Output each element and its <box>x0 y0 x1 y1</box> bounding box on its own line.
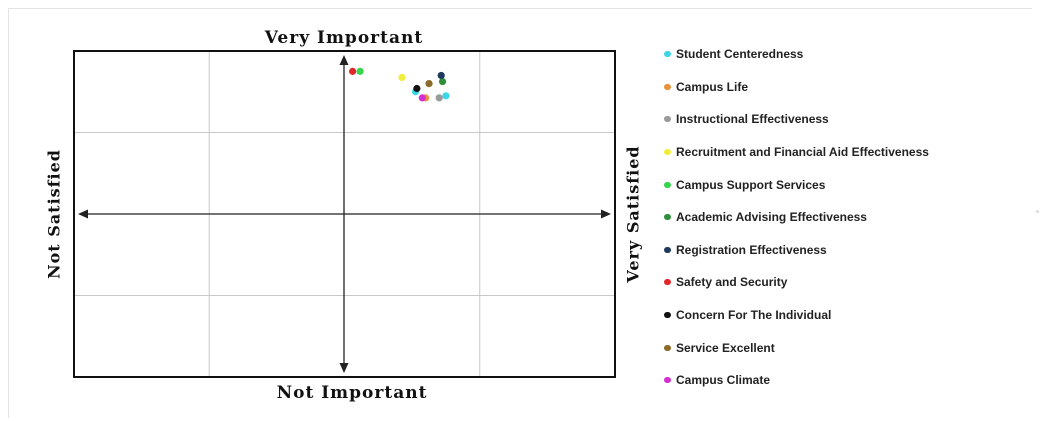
right-arrowhead <box>601 209 611 219</box>
legend-item: Instructional Effectiveness <box>664 103 929 136</box>
legend-item: Registration Effectiveness <box>664 234 929 267</box>
data-point <box>418 94 426 102</box>
legend-swatch <box>664 279 671 286</box>
edge-artifact <box>1036 210 1039 213</box>
frame-top-line <box>8 8 1032 9</box>
data-point <box>442 92 450 100</box>
legend-swatch <box>664 344 671 351</box>
legend-label: Concern For The Individual <box>676 308 832 323</box>
legend-label: Safety and Security <box>676 275 788 290</box>
legend-item: Service Excellent <box>664 331 929 364</box>
legend-swatch <box>664 377 671 384</box>
legend-swatch <box>664 116 671 123</box>
data-point <box>349 67 357 75</box>
legend-label: Registration Effectiveness <box>676 242 827 257</box>
legend-item: Safety and Security <box>664 266 929 299</box>
quadrant-label-left: Not Satisfied <box>44 149 64 279</box>
data-point <box>437 71 445 80</box>
legend-swatch <box>664 149 671 156</box>
data-points <box>349 67 450 102</box>
data-point <box>435 94 443 102</box>
legend-label: Campus Life <box>676 79 749 94</box>
legend-item: Campus Support Services <box>664 168 929 201</box>
legend-swatch <box>664 246 671 253</box>
plot-border <box>73 50 616 378</box>
legend-item: Campus Climate <box>664 364 929 397</box>
quadrant-label-right: Very Satisfied <box>623 145 643 283</box>
legend-swatch <box>664 181 671 188</box>
legend-swatch <box>664 312 671 319</box>
legend-label: Recruitment and Financial Aid Effectiven… <box>676 145 929 160</box>
legend-swatch <box>664 214 671 221</box>
data-point <box>356 67 364 75</box>
legend-label: Student Centeredness <box>676 47 804 62</box>
legend-item: Academic Advising Effectiveness <box>664 201 929 234</box>
data-point <box>413 84 421 93</box>
legend-label: Service Excellent <box>676 340 775 355</box>
frame-left-line <box>8 8 9 418</box>
legend-label: Academic Advising Effectiveness <box>676 210 867 225</box>
legend-item: Concern For The Individual <box>664 299 929 332</box>
legend-label: Campus Support Services <box>676 177 826 192</box>
legend: Student Centeredness Campus Life Instructi… <box>664 38 929 397</box>
legend-label: Campus Climate <box>676 373 771 388</box>
legend-swatch <box>664 83 671 90</box>
data-point <box>438 77 447 86</box>
legend-swatch <box>664 51 671 58</box>
legend-item: Recruitment and Financial Aid Effectiven… <box>664 136 929 169</box>
vertical-axis <box>339 55 349 373</box>
left-arrowhead <box>78 209 88 219</box>
legend-label: Instructional Effectiveness <box>676 112 829 127</box>
up-arrowhead <box>339 55 349 65</box>
quadrant-label-bottom: Not Important <box>276 383 428 403</box>
data-point <box>425 80 433 88</box>
legend-item: Campus Life <box>664 71 929 104</box>
legend-item: Student Centeredness <box>664 38 929 71</box>
down-arrowhead <box>339 363 349 373</box>
data-point <box>398 73 406 82</box>
quadrant-label-top: Very Important <box>264 28 424 48</box>
